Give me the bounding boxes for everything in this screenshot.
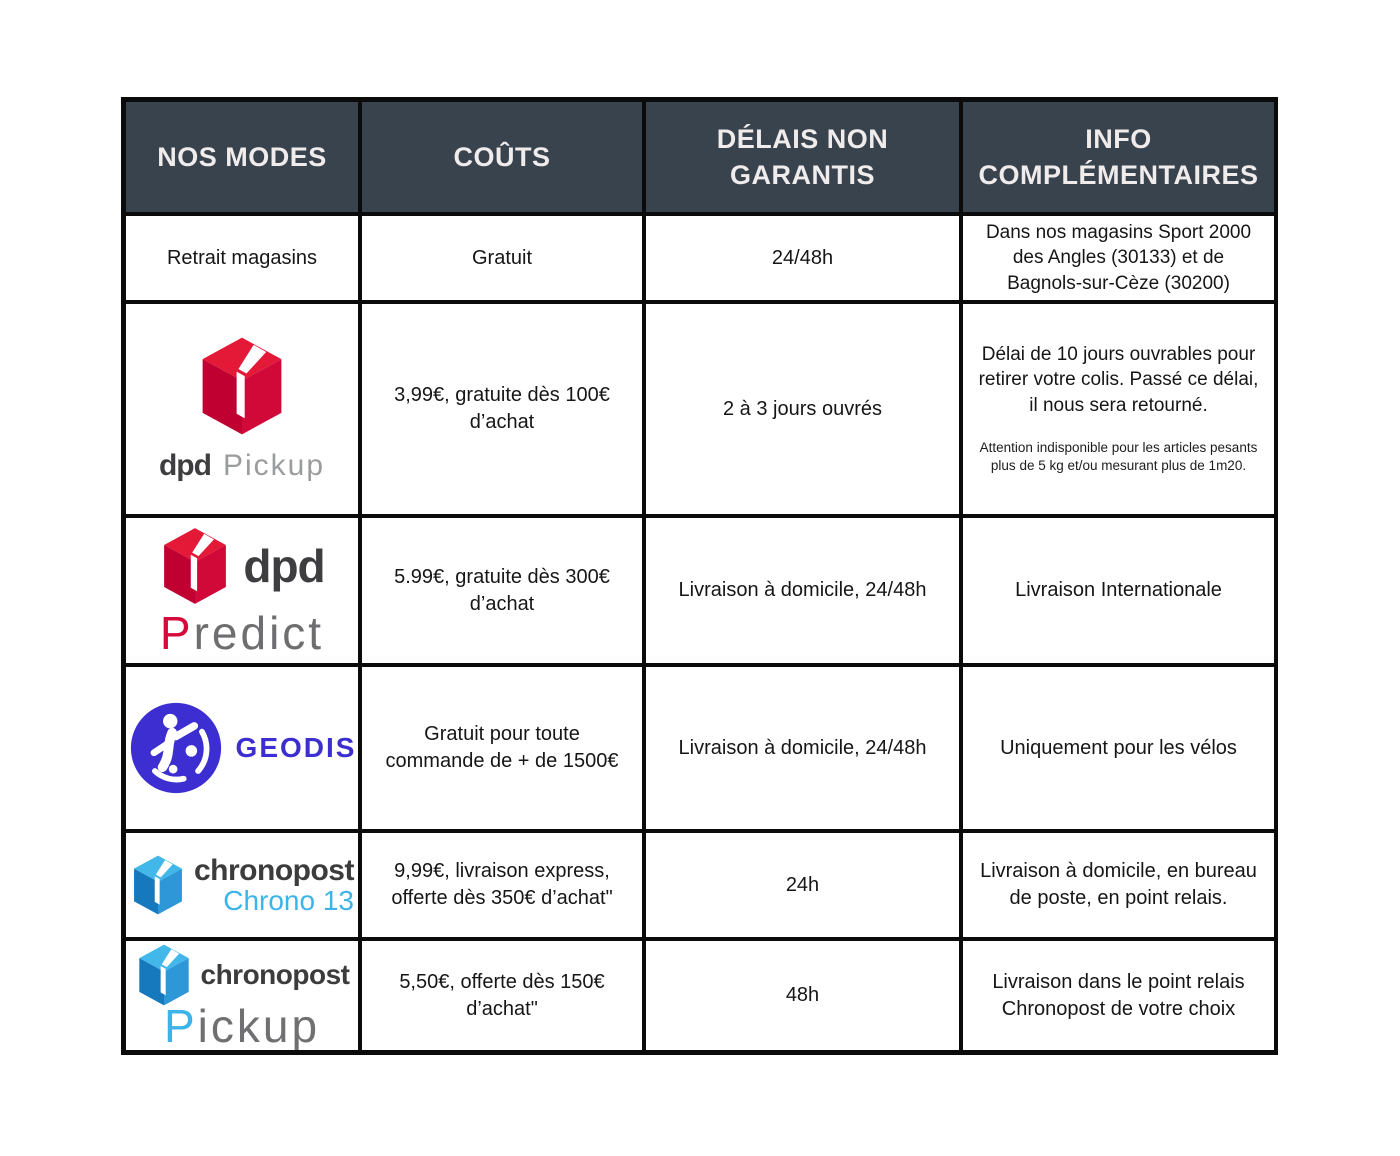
chrono13-wordmark: Chrono 13 xyxy=(223,885,354,917)
info-text: Délai de 10 jours ouvrables pour retirer… xyxy=(978,343,1259,416)
info-note-text: Attention indisponible pour les articles… xyxy=(979,439,1258,474)
delay-text: 2 à 3 jours ouvrés xyxy=(723,397,882,420)
pickup-initial: P xyxy=(163,999,198,1050)
info-text: Uniquement pour les vélos xyxy=(1000,736,1237,759)
cell-mode-chrono13: chronopost Chrono 13 xyxy=(126,833,358,937)
info-text: Livraison à domicile, en bureau de poste… xyxy=(980,860,1257,909)
cell-info-geodis: Uniquement pour les vélos xyxy=(963,667,1274,829)
cell-delay-chronopost-pickup: 48h xyxy=(646,941,959,1050)
cost-text: Gratuit xyxy=(471,246,533,269)
cost-text: 5,50€, offerte dès 150€ d’achat" xyxy=(399,970,605,1020)
cell-cost-dpd-predict: 5.99€, gratuite dès 300€ d’achat xyxy=(362,518,642,663)
predict-initial: P xyxy=(159,606,194,659)
chronopost-cube-icon xyxy=(134,855,182,915)
mode-label: Retrait magasins xyxy=(166,246,318,269)
cost-text: Gratuit pour toute commande de + de 1500… xyxy=(385,723,619,772)
dpd-predict-logo: dpd Predict xyxy=(159,526,326,656)
pickup-wordmark: Pickup xyxy=(164,1003,320,1049)
cell-cost-chrono13: 9,99€, livraison express, offerte dès 35… xyxy=(362,833,642,937)
delay-text: Livraison à domicile, 24/48h xyxy=(678,736,927,759)
chronopost-pickup-logo: chronopost Pickup xyxy=(135,943,350,1049)
cell-info-retrait: Dans nos magasins Sport 2000 des Angles … xyxy=(963,216,1274,300)
info-text: Livraison Internationale xyxy=(1015,579,1222,601)
cost-text: 9,99€, livraison express, offerte dès 35… xyxy=(391,860,613,909)
predict-wordmark: Predict xyxy=(160,610,324,656)
header-cell-nos-modes: NOS MODES xyxy=(126,102,358,212)
cost-text: 3,99€, gratuite dès 100€ d’achat xyxy=(394,384,610,433)
cell-info-chronopost-pickup: Livraison dans le point relais Chronopos… xyxy=(963,941,1274,1050)
cell-mode-geodis: GEODIS xyxy=(126,667,358,829)
dpd-cube-icon xyxy=(164,527,227,604)
cell-cost-dpd-pickup: 3,99€, gratuite dès 100€ d’achat xyxy=(362,304,642,514)
cell-cost-retrait: Gratuit xyxy=(362,216,642,300)
delay-text: 24/48h xyxy=(771,246,834,269)
pickup-rest: ickup xyxy=(197,999,321,1050)
cell-delay-dpd-predict: Livraison à domicile, 24/48h xyxy=(646,518,959,663)
dpd-wordmark: dpd xyxy=(158,449,212,482)
cell-delay-dpd-pickup: 2 à 3 jours ouvrés xyxy=(646,304,959,514)
header-label: NOS MODES xyxy=(157,141,327,172)
chronopost-wordmark: chronopost xyxy=(194,853,355,887)
cell-info-dpd-pickup: Délai de 10 jours ouvrables pour retirer… xyxy=(963,304,1274,514)
cell-delay-chrono13: 24h xyxy=(646,833,959,937)
cell-info-chrono13: Livraison à domicile, en bureau de poste… xyxy=(963,833,1274,937)
chronopost-cube-icon xyxy=(138,944,189,1005)
chronopost-chrono13-logo: chronopost Chrono 13 xyxy=(130,853,355,917)
cell-delay-geodis: Livraison à domicile, 24/48h xyxy=(646,667,959,829)
geodis-globe-icon xyxy=(130,702,221,794)
header-label: DÉLAIS NON GARANTIS xyxy=(716,123,889,190)
info-text: Dans nos magasins Sport 2000 des Angles … xyxy=(985,221,1252,294)
cost-text: 5.99€, gratuite dès 300€ d’achat xyxy=(394,565,610,615)
delay-text: Livraison à domicile, 24/48h xyxy=(678,579,927,601)
cell-info-dpd-predict: Livraison Internationale xyxy=(963,518,1274,663)
header-cell-couts: COÛTS xyxy=(362,102,642,212)
pickup-wordmark: Pickup xyxy=(222,449,326,482)
cell-mode-dpd-predict: dpd Predict xyxy=(126,518,358,663)
header-cell-info: INFO COMPLÉMENTAIRES xyxy=(963,102,1274,212)
shipping-modes-table: NOS MODES COÛTS DÉLAIS NON GARANTIS INFO… xyxy=(121,97,1278,1055)
cell-mode-retrait-magasins: Retrait magasins xyxy=(126,216,358,300)
header-cell-delais: DÉLAIS NON GARANTIS xyxy=(646,102,959,212)
dpd-pickup-logo: dpd Pickup xyxy=(159,335,325,483)
delay-text: 24h xyxy=(785,873,820,896)
chronopost-wordmark: chronopost xyxy=(200,958,351,990)
cell-cost-geodis: Gratuit pour toute commande de + de 1500… xyxy=(362,667,642,829)
dpd-cube-icon xyxy=(202,337,282,435)
cell-mode-chronopost-pickup: chronopost Pickup xyxy=(126,941,358,1050)
header-label: INFO COMPLÉMENTAIRES xyxy=(978,123,1259,190)
dpd-wordmark: dpd xyxy=(243,539,325,592)
info-text: Livraison dans le point relais Chronopos… xyxy=(992,970,1245,1020)
cell-mode-dpd-pickup: dpd Pickup xyxy=(126,304,358,514)
predict-rest: redict xyxy=(193,606,325,659)
geodis-logo: GEODIS xyxy=(128,700,357,796)
delay-text: 48h xyxy=(785,984,820,1006)
header-label: COÛTS xyxy=(453,141,551,172)
geodis-wordmark: GEODIS xyxy=(235,732,357,763)
cell-cost-chronopost-pickup: 5,50€, offerte dès 150€ d’achat" xyxy=(362,941,642,1050)
cell-delay-retrait: 24/48h xyxy=(646,216,959,300)
